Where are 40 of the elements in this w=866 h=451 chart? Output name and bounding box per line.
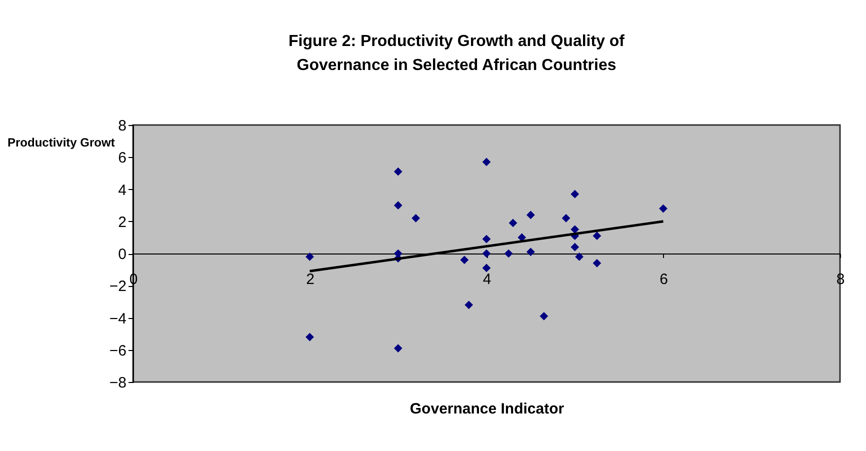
point [526,210,535,220]
point [570,190,580,198]
y-tick-label: 6 [118,150,126,167]
point [482,234,491,244]
point [659,204,668,213]
point [482,264,491,272]
point [540,312,548,320]
point [570,242,580,252]
y-tick-label: −8 [109,374,126,392]
point [482,158,491,166]
point [464,300,474,310]
x-tick-label: 4 [482,271,492,288]
point [504,249,513,258]
y-tick-label: 0 [118,246,126,263]
x-tick-label: 6 [660,271,668,288]
y-tick-label: 4 [118,182,126,199]
chart-title: Figure 2: Productivity Growth and Quality of Governance in Selected African Countries [288,33,626,74]
y-tick-label: −2 [109,278,126,296]
point [394,167,402,176]
x-axis-title: Governance Indicator [410,400,564,418]
point [562,214,570,222]
y-tick-label: −6 [109,342,126,360]
point [570,225,580,234]
y-tick-label: 2 [118,214,126,231]
point [592,232,602,240]
y-axis-title: Productivity Growt [8,136,115,150]
y-tick-label: 8 [118,118,126,134]
point [575,252,584,261]
point [592,258,602,268]
point [460,256,469,264]
point [306,252,314,261]
point [526,248,535,256]
point [482,249,491,258]
point [394,201,402,210]
point [394,344,402,352]
y-tick-label: −4 [109,310,126,328]
point [412,214,420,222]
x-tick-label: 2 [306,271,314,288]
point [306,332,314,342]
point [508,218,518,228]
